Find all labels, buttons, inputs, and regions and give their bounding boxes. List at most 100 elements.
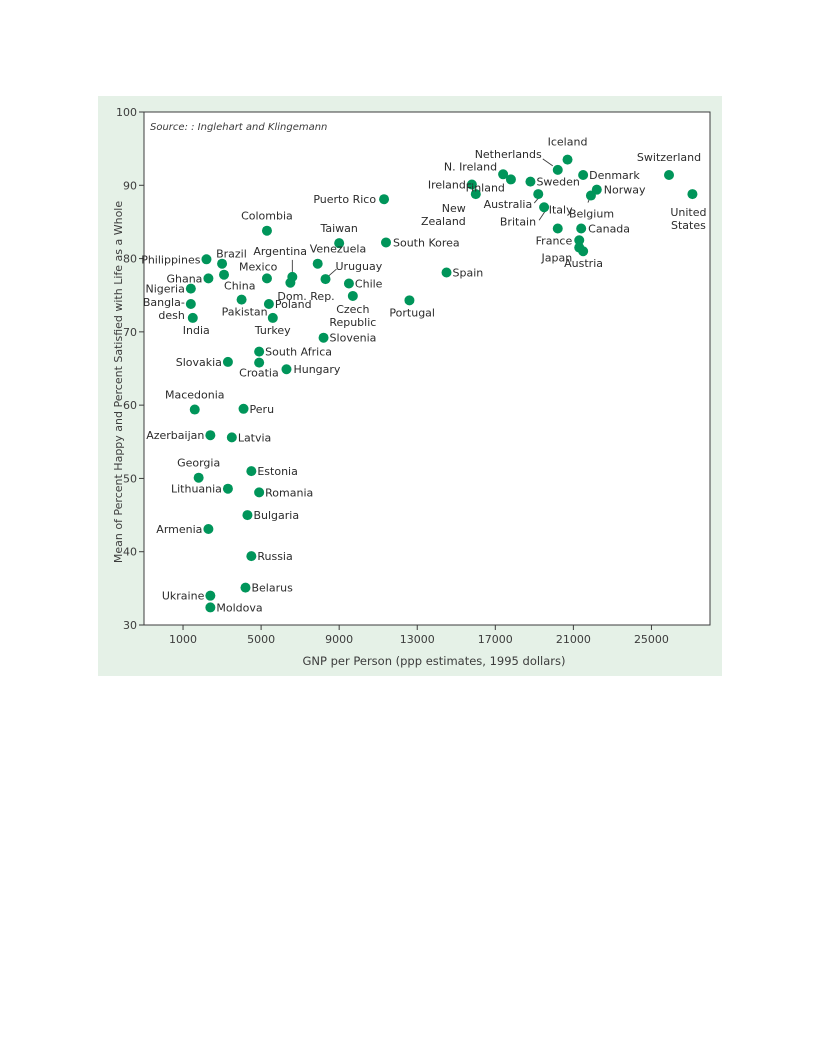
point-romania [254, 487, 265, 498]
label-slovakia: Slovakia [176, 356, 222, 369]
label-australia: Australia [484, 198, 533, 211]
y-tick-label: 40 [123, 546, 137, 559]
point-ghana [203, 273, 214, 284]
label-denmark: Denmark [589, 169, 640, 182]
label-belgium: Belgium [569, 208, 614, 221]
label-brazil: Brazil [216, 248, 247, 261]
point-pakistan [236, 294, 247, 305]
label-bulgaria: Bulgaria [253, 509, 299, 522]
x-axis-title: GNP per Person (ppp estimates, 1995 doll… [302, 654, 565, 668]
point-russia [246, 551, 257, 562]
label-ireland: Ireland [428, 179, 466, 192]
x-tick-label: 9000 [325, 633, 353, 646]
point-bulgaria [242, 510, 253, 521]
point-puerto-rico [379, 194, 390, 205]
label-croatia: Croatia [239, 367, 279, 380]
label-belarus: Belarus [251, 582, 293, 595]
y-axis-ticks: 30 40 50 60 70 80 90 100 [116, 106, 144, 632]
label-spain: Spain [453, 266, 484, 279]
label-pakistan: Pakistan [222, 306, 268, 319]
label-estonia: Estonia [257, 465, 298, 478]
point-denmark [578, 170, 589, 181]
point-bangladesh [185, 299, 196, 310]
label-lithuania: Lithuania [171, 483, 222, 496]
y-tick-label: 60 [123, 399, 137, 412]
point-switzerland [664, 170, 675, 181]
x-tick-label: 25000 [634, 633, 669, 646]
label-austria: Austria [564, 257, 603, 270]
x-tick-label: 17000 [478, 633, 513, 646]
label-canada: Canada [588, 223, 630, 236]
label-japan: Japan [541, 252, 573, 265]
point-france [574, 235, 585, 246]
point-armenia [203, 523, 214, 534]
point-macedonia [189, 404, 200, 415]
label-italy: Italy [549, 204, 573, 217]
label-venezuela: Venezuela [310, 243, 367, 256]
point-netherlands [552, 164, 563, 175]
x-tick-label: 13000 [400, 633, 435, 646]
point-poland [263, 299, 274, 310]
scatter-chart: 1000 5000 9000 13000 17000 21000 25000 30 40 50 6… [98, 96, 722, 676]
label-mexico: Mexico [239, 260, 278, 273]
label-taiwan: Taiwan [319, 222, 357, 235]
point-hungary [281, 364, 292, 375]
point-sweden [525, 176, 536, 187]
label-netherlands: Netherlands [475, 148, 542, 161]
label-dom-rep: Dom. Rep. [277, 290, 334, 303]
label-china: China [224, 280, 255, 293]
point-spain [441, 267, 452, 278]
point-ireland [466, 179, 477, 190]
point-nigeria [185, 283, 196, 294]
point-italy [552, 223, 563, 234]
label-philippines: Philippines [141, 253, 201, 266]
label-portugal: Portugal [389, 306, 435, 319]
point-colombia [261, 225, 272, 236]
label-chile: Chile [355, 277, 383, 290]
point-finland [505, 174, 516, 185]
point-georgia [193, 472, 204, 483]
label-puerto-rico: Puerto Rico [313, 193, 376, 206]
x-tick-label: 21000 [556, 633, 591, 646]
point-iceland [562, 154, 573, 165]
point-czech-republic [347, 290, 358, 301]
scatter-figure: 1000 5000 9000 13000 17000 21000 25000 30 40 50 6… [98, 96, 722, 676]
label-romania: Romania [265, 486, 313, 499]
point-taiwan [334, 238, 345, 249]
label-bangladesh: Bangla-desh [143, 296, 185, 322]
y-tick-label: 30 [123, 619, 137, 632]
source-note: Source: : Inglehart and Klingemann [150, 122, 327, 133]
point-china [219, 269, 230, 280]
data-points [185, 154, 698, 613]
point-turkey [267, 312, 278, 323]
label-slovenia: Slovenia [330, 332, 377, 345]
y-tick-label: 50 [123, 472, 137, 485]
point-latvia [226, 432, 237, 443]
point-estonia [246, 466, 257, 477]
label-moldova: Moldova [216, 601, 262, 614]
label-norway: Norway [604, 184, 646, 197]
label-n-ireland: N. Ireland [444, 160, 497, 173]
label-united-states: United States [670, 206, 706, 232]
point-portugal [404, 295, 415, 306]
point-brazil [217, 258, 228, 269]
label-south-korea: South Korea [393, 236, 460, 249]
x-tick-label: 5000 [247, 633, 275, 646]
label-latvia: Latvia [238, 431, 271, 444]
label-azerbaijan: Azerbaijan [146, 429, 204, 442]
plot-area [143, 111, 711, 626]
y-tick-label: 90 [123, 179, 137, 192]
label-hungary: Hungary [293, 363, 340, 376]
label-south-africa: South Africa [265, 346, 332, 359]
label-armenia: Armenia [156, 523, 202, 536]
point-ukraine [205, 590, 216, 601]
point-dom-rep [285, 277, 296, 288]
point-slovenia [318, 332, 329, 343]
leader-uruguay [328, 268, 337, 277]
point-peru [238, 403, 249, 414]
label-georgia: Georgia [177, 457, 220, 470]
label-france: France [536, 234, 573, 247]
label-argentina: Argentina [253, 245, 307, 258]
point-belarus [240, 582, 251, 593]
label-macedonia: Macedonia [165, 389, 225, 402]
